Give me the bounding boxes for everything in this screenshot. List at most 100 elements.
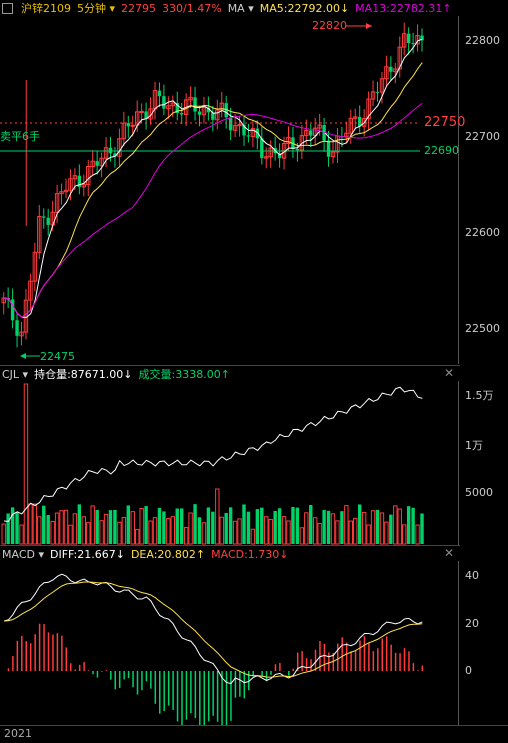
volume-bar bbox=[335, 520, 340, 545]
layout-icon[interactable] bbox=[2, 2, 15, 14]
macd-indicator-selector[interactable]: MACD ▾ bbox=[2, 547, 45, 561]
volume-bar bbox=[170, 516, 176, 545]
volume-bar bbox=[370, 510, 376, 545]
open-interest-line bbox=[3, 386, 423, 522]
macd-tick: 40 bbox=[465, 569, 479, 582]
volume-bar bbox=[95, 509, 99, 544]
symbol-label[interactable]: 沪锌2109 bbox=[21, 2, 71, 15]
last-price: 22795 bbox=[121, 1, 157, 15]
volume-bar bbox=[264, 516, 269, 545]
candle-body bbox=[389, 66, 393, 72]
candle-body bbox=[42, 216, 46, 218]
candle-body bbox=[126, 123, 130, 127]
volume-bar bbox=[23, 383, 29, 545]
macd-histogram bbox=[7, 623, 424, 725]
candle-body bbox=[77, 175, 82, 187]
volume-bar bbox=[379, 512, 385, 545]
candlestick-chart[interactable] bbox=[0, 16, 458, 364]
period-selector[interactable]: 5分钟 ▾ bbox=[77, 2, 116, 15]
dea-line bbox=[3, 581, 423, 678]
candle-body bbox=[375, 91, 380, 93]
volume-bar bbox=[277, 508, 282, 544]
volume-bar bbox=[420, 513, 424, 544]
volume-bar bbox=[242, 504, 246, 544]
ma-selector[interactable]: MA ▾ bbox=[227, 1, 254, 15]
candle-body bbox=[219, 102, 224, 111]
candle-body bbox=[95, 161, 99, 166]
volume-bar bbox=[340, 511, 344, 544]
volume-value: 成交量:3338.00↑ bbox=[138, 368, 230, 381]
volume-bar bbox=[135, 529, 140, 545]
candle-body bbox=[193, 97, 197, 112]
volume-bar bbox=[10, 507, 15, 544]
candle-body bbox=[180, 113, 184, 115]
volume-bar bbox=[366, 524, 371, 545]
macd-tick: 0 bbox=[465, 664, 472, 677]
dea-value: DEA:20.802↑ bbox=[130, 547, 206, 561]
volume-bar bbox=[1, 523, 6, 545]
candle-body bbox=[224, 103, 228, 118]
candle-body bbox=[197, 111, 202, 115]
high-arrow-head bbox=[366, 23, 372, 29]
volume-bar bbox=[384, 521, 389, 545]
volume-bar bbox=[211, 511, 215, 544]
volume-bar bbox=[193, 504, 197, 544]
candle-body bbox=[286, 136, 291, 144]
candle-body bbox=[309, 130, 313, 136]
candle-body bbox=[63, 189, 69, 193]
volume-bar bbox=[28, 503, 33, 545]
volume-bar bbox=[183, 526, 189, 545]
volume-chart[interactable] bbox=[0, 381, 458, 545]
volume-bar bbox=[246, 511, 251, 544]
macd-panel[interactable]: 40 20 0 bbox=[0, 561, 479, 725]
red-line-label: 22750 bbox=[424, 115, 466, 130]
volume-bar bbox=[90, 505, 95, 545]
volume-bar bbox=[197, 517, 202, 544]
candle-body bbox=[46, 217, 50, 225]
volume-bar bbox=[215, 488, 220, 545]
volume-bar bbox=[32, 503, 38, 545]
volume-bar bbox=[415, 524, 420, 545]
volume-bar bbox=[389, 514, 393, 544]
price-panel[interactable]: 22800 22700 22600 22500 22820 22475 2275… bbox=[0, 16, 500, 364]
candle-body bbox=[206, 107, 211, 113]
candle-body bbox=[59, 191, 64, 195]
candle-body bbox=[121, 122, 127, 140]
volume-bar bbox=[397, 508, 402, 545]
volume-bar bbox=[250, 528, 256, 545]
candle-body bbox=[211, 112, 215, 120]
volume-indicator-selector[interactable]: CJL ▾ bbox=[2, 367, 29, 381]
sell-position-label[interactable]: 卖平6手 bbox=[0, 130, 40, 143]
volume-bar bbox=[411, 507, 415, 544]
macd-chart[interactable] bbox=[0, 561, 458, 725]
volume-bar bbox=[268, 518, 273, 545]
candle-body bbox=[215, 109, 220, 121]
volume-tick: 5000 bbox=[465, 486, 493, 499]
candle-body bbox=[162, 96, 166, 109]
close-volume-panel-icon[interactable]: ✕ bbox=[443, 366, 454, 380]
volume-bar bbox=[77, 504, 82, 544]
candle-body bbox=[246, 135, 251, 137]
volume-panel[interactable]: 1.5万 1万 5000 bbox=[0, 381, 494, 545]
candle-body bbox=[317, 124, 322, 129]
candle-body bbox=[232, 125, 238, 131]
candle-body bbox=[103, 147, 109, 159]
volume-bar bbox=[304, 512, 309, 545]
volume-bar bbox=[224, 512, 228, 544]
volume-tick: 1.5万 bbox=[465, 389, 494, 402]
candle-body bbox=[322, 125, 326, 141]
low-arrow-head bbox=[20, 353, 26, 359]
candle-body bbox=[268, 147, 273, 158]
volume-bar bbox=[358, 504, 362, 544]
close-macd-panel-icon[interactable]: ✕ bbox=[443, 546, 454, 560]
volume-bar bbox=[162, 511, 166, 544]
volume-bar bbox=[291, 506, 295, 544]
price-tick: 22600 bbox=[465, 226, 500, 239]
volume-bar bbox=[322, 509, 326, 544]
ma-label: MA bbox=[227, 1, 245, 15]
candle-body bbox=[117, 138, 122, 157]
price-tick: 22700 bbox=[465, 130, 500, 143]
price-axis: 22800 22700 22600 22500 bbox=[458, 16, 508, 364]
volume-bar bbox=[309, 505, 313, 544]
volume-bar bbox=[37, 516, 42, 545]
